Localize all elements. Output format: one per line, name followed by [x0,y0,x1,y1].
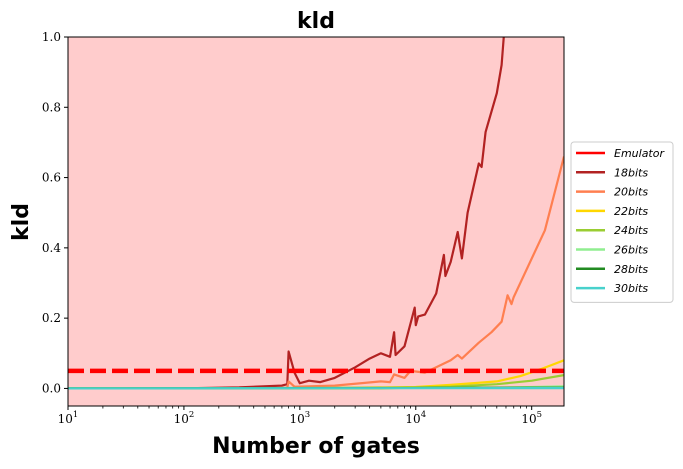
legend-entry-24bits: 24bits [614,224,648,237]
y-tick-label: 1.0 [42,30,61,44]
x-tick-exponent: 2 [189,410,194,420]
y-tick-label: 0.6 [42,171,61,185]
legend-entry-30bits: 30bits [614,282,648,295]
y-tick-label: 0.4 [42,241,61,255]
x-axis-label: Number of gates [212,434,420,459]
y-tick-label: 0.0 [42,381,61,395]
x-tick-label: 105 [521,410,542,426]
legend-entry-22bits: 22bits [614,205,648,218]
legend-box [570,141,674,303]
x-tick-exponent: 1 [73,410,78,420]
x-tick-label: 101 [58,410,79,426]
y-tick-label: 0.2 [42,311,61,325]
x-tick-exponent: 5 [537,410,542,420]
y-axis-label: kld [9,203,34,241]
series-layer [68,37,564,390]
legend-entry-18bits: 18bits [614,166,648,179]
x-tick-label: 104 [405,410,426,426]
legend-entry-emulator: Emulator [614,147,665,160]
plot-background-band [68,37,564,406]
chart-title: kld [297,9,335,34]
series-line-18bits [68,37,505,390]
x-tick-label: 102 [174,410,195,426]
plot-frame [67,36,565,407]
legend-entry-28bits: 28bits [614,263,648,276]
x-tick-exponent: 4 [421,410,426,420]
x-tick-exponent: 3 [305,410,310,420]
y-tick-label: 0.8 [42,100,61,114]
legend-entry-20bits: 20bits [614,186,648,199]
x-tick-label: 103 [289,410,310,426]
legend: Emulator 18bits 20bits 22bits 24bits 26bits 28… [570,141,674,303]
legend-entry-26bits: 26bits [614,244,648,257]
